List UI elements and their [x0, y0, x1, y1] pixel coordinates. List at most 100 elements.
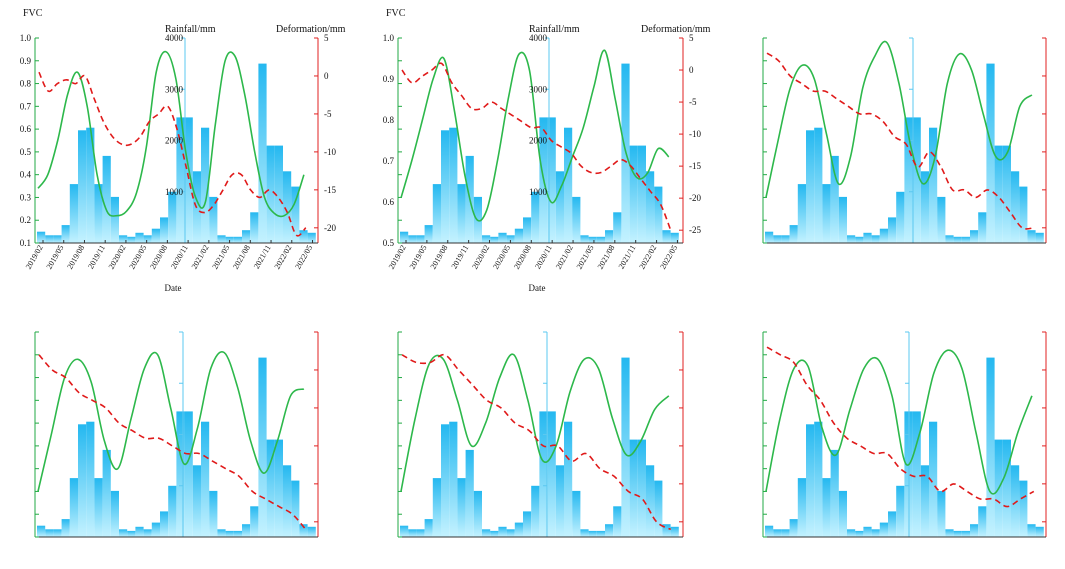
x-tick-label: 2022/05	[658, 244, 679, 271]
rainfall-bar	[473, 490, 482, 537]
rainfall-bar	[250, 212, 259, 244]
rainfall-bar	[830, 449, 839, 537]
rainfall-bar	[424, 225, 433, 243]
rainfall-bar	[781, 529, 790, 537]
rainfall-bar	[523, 217, 532, 243]
x-tick-label: 2019/08	[65, 244, 86, 271]
rainfall-bar	[654, 186, 663, 243]
rainfall-bar	[449, 421, 458, 537]
rainfall-bar	[662, 524, 671, 537]
rainfall-bar	[847, 235, 856, 243]
rainfall-bar	[555, 465, 564, 538]
rainfall-bar	[1019, 480, 1028, 537]
rainfall-bar	[863, 232, 872, 244]
rainfall-bar	[299, 524, 308, 537]
rainfall-bar	[209, 490, 218, 537]
fvc-tick-label: 0.3	[20, 192, 32, 202]
fvc-tick-label: 0.8	[20, 79, 32, 89]
rainfall-bar	[572, 490, 581, 537]
rainfall-bar	[605, 230, 614, 243]
rainfall-bar	[847, 529, 856, 537]
rainfall-bar	[912, 117, 921, 243]
fvc-axis-label: FVC	[23, 8, 43, 19]
rainfall-bar	[225, 236, 234, 243]
rainfall-bar	[307, 526, 316, 538]
rainfall-bar	[266, 439, 275, 537]
deformation-axis-label: Deformation/mm	[276, 24, 346, 35]
rainfall-bar	[119, 235, 128, 243]
deformation-tick-label: -20	[324, 223, 336, 233]
rainfall-bar	[961, 236, 970, 243]
rainfall-bar	[662, 230, 671, 243]
rainfall-bar	[531, 485, 540, 538]
rainfall-bar	[637, 439, 646, 537]
rainfall-bar	[806, 130, 815, 244]
rainfall-bar	[896, 191, 905, 244]
rainfall-bar	[45, 529, 54, 537]
rainfall-bar	[274, 145, 283, 243]
rainfall-bar	[69, 184, 78, 243]
rainfall-bar	[879, 522, 888, 537]
fvc-tick-label: 0.9	[20, 56, 32, 66]
rainfall-bar	[912, 411, 921, 537]
rainfall-bar	[838, 490, 847, 537]
rainfall-bar	[929, 127, 938, 243]
rainfall-bar	[86, 421, 95, 537]
rainfall-axis-label: Rainfall/mm	[165, 24, 216, 35]
rainfall-bars	[765, 63, 1044, 244]
rainfall-bar	[127, 530, 136, 537]
rainfall-bar	[953, 236, 962, 243]
rainfall-bar	[217, 529, 226, 537]
rainfall-bar	[588, 236, 597, 243]
rainfall-bar	[490, 530, 499, 537]
fvc-line	[400, 353, 670, 492]
rainfall-bar	[1035, 526, 1044, 538]
rainfall-bar	[37, 231, 46, 243]
rainfall-bar	[94, 184, 103, 243]
rainfall-bar	[871, 529, 880, 537]
x-tick-label: 2019/11	[450, 243, 471, 270]
rainfall-bar	[1011, 171, 1020, 244]
rainfall-bar	[1027, 524, 1036, 537]
chart-panel-5	[397, 331, 684, 538]
rainfall-bar	[1002, 145, 1011, 243]
rainfall-bar	[441, 424, 450, 538]
rainfall-bar	[547, 411, 556, 537]
rainfall-bars	[400, 357, 679, 538]
x-tick-label: 2021/08	[231, 243, 252, 270]
rainfall-tick-label: 2000	[165, 136, 184, 146]
x-tick-label: 2020/11	[533, 244, 554, 271]
rainfall-bar	[838, 196, 847, 243]
x-tick-label: 2020/08	[512, 244, 533, 271]
rainfall-bar	[1011, 465, 1020, 538]
rainfall-bar	[629, 439, 638, 537]
rainfall-bar	[400, 525, 409, 537]
rainfall-bar	[970, 230, 979, 243]
x-tick-label: 2019/11	[86, 244, 107, 271]
rainfall-bar	[613, 506, 622, 538]
chart-panel-6	[762, 331, 1047, 538]
rainfall-bar	[1002, 439, 1011, 537]
rainfall-bar	[547, 117, 556, 243]
rainfall-bar	[250, 506, 259, 538]
x-tick-label: 2022/02	[637, 244, 658, 271]
rainfall-tick-label: 4000	[529, 33, 548, 43]
rainfall-bar	[904, 117, 913, 243]
x-tick-label: 2021/02	[554, 244, 575, 271]
rainfall-bar	[855, 530, 864, 537]
rainfall-bar	[283, 465, 292, 538]
x-tick-label: 2020/02	[470, 243, 491, 270]
rainfall-tick-label: 4000	[165, 33, 184, 43]
deformation-tick-label: -15	[324, 185, 336, 195]
rainfall-bar	[945, 529, 954, 537]
rainfall-bar	[176, 117, 185, 243]
rainfall-bars	[765, 357, 1044, 538]
rainfall-bar	[135, 232, 144, 244]
rainfall-bar	[457, 184, 466, 243]
fvc-tick-label: 0.6	[20, 124, 32, 134]
fvc-line	[37, 50, 305, 218]
rainfall-bar	[266, 145, 275, 243]
deformation-tick-label: -15	[689, 161, 701, 171]
deformation-tick-label: 0	[324, 71, 329, 81]
rainfall-bar	[490, 236, 499, 243]
